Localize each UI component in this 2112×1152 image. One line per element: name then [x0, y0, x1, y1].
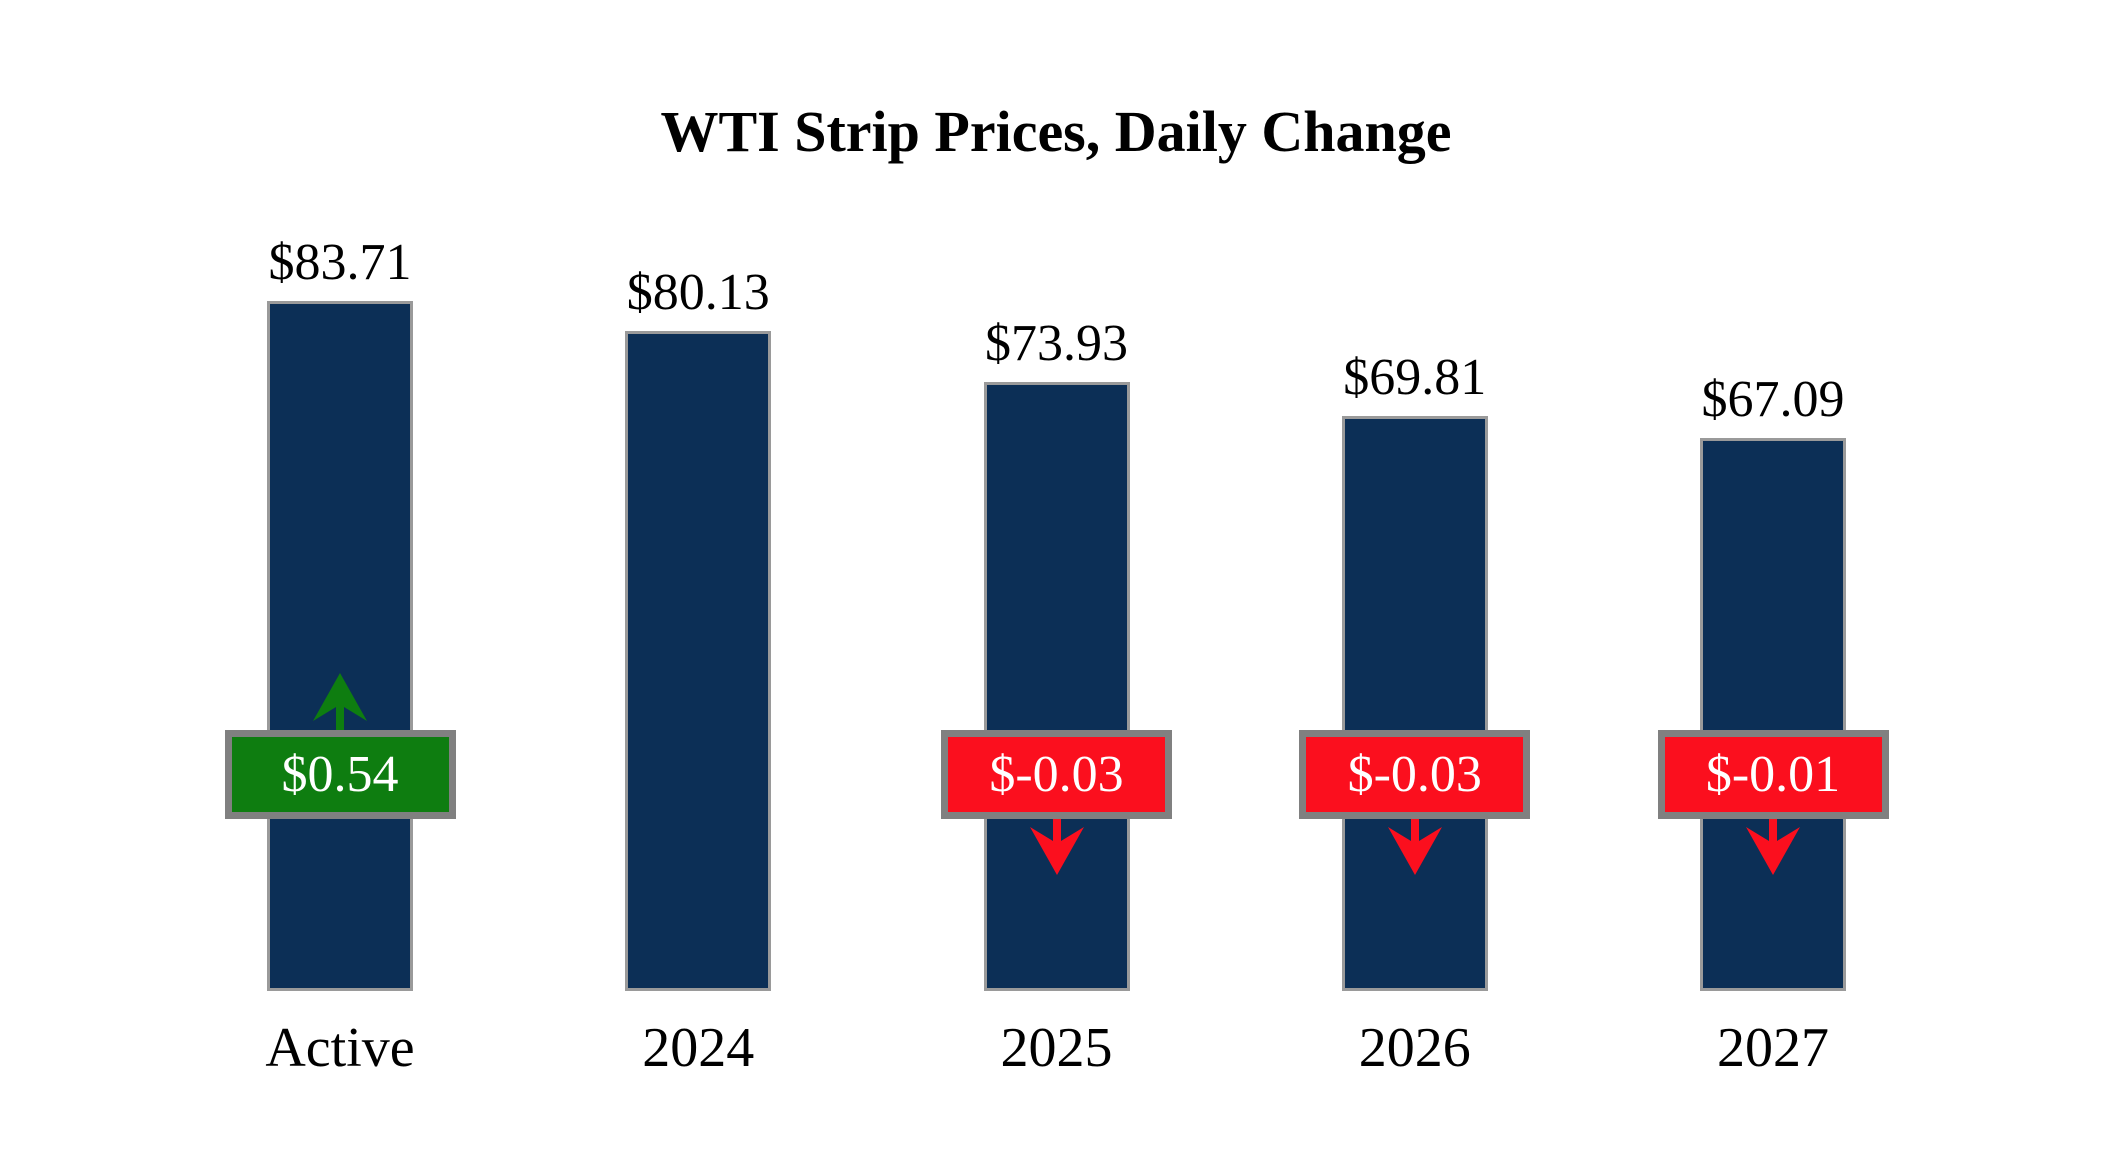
change-badge-label: $-0.01 [1705, 745, 1841, 803]
category-label-2026: 2026 [1358, 1017, 1471, 1079]
bar-active [267, 301, 413, 991]
down-arrow-icon [1029, 818, 1084, 875]
change-badge-label: $0.54 [281, 745, 399, 803]
price-label-2025: $73.93 [985, 314, 1128, 372]
change-badge-label: $-0.03 [1347, 745, 1482, 803]
price-label-2024: $80.13 [626, 263, 770, 321]
category-label-2025: 2025 [1000, 1017, 1113, 1079]
change-badge-label: $-0.03 [989, 745, 1124, 803]
bar-2026 [1341, 415, 1488, 991]
category-label-active: Active [265, 1017, 415, 1079]
bar-2027 [1700, 438, 1846, 991]
up-arrow-icon [313, 673, 367, 730]
chart-title: WTI Strip Prices, Daily Change [660, 99, 1452, 164]
price-label-2027: $67.09 [1701, 371, 1845, 428]
price-label-active: $83.71 [268, 234, 412, 292]
change-badge-active: $0.54 [224, 730, 456, 819]
bar-2025 [983, 381, 1130, 991]
category-label-2024: 2024 [642, 1017, 755, 1079]
price-label-2026: $69.81 [1343, 348, 1487, 406]
down-arrow-icon [1387, 818, 1442, 875]
change-badge-2026: $-0.03 [1299, 730, 1531, 819]
change-badge-2027: $-0.01 [1657, 730, 1889, 819]
change-badge-2025: $-0.03 [941, 730, 1172, 819]
category-label-2027: 2027 [1717, 1017, 1829, 1079]
down-arrow-icon [1746, 818, 1800, 875]
bar-2024 [625, 330, 772, 991]
